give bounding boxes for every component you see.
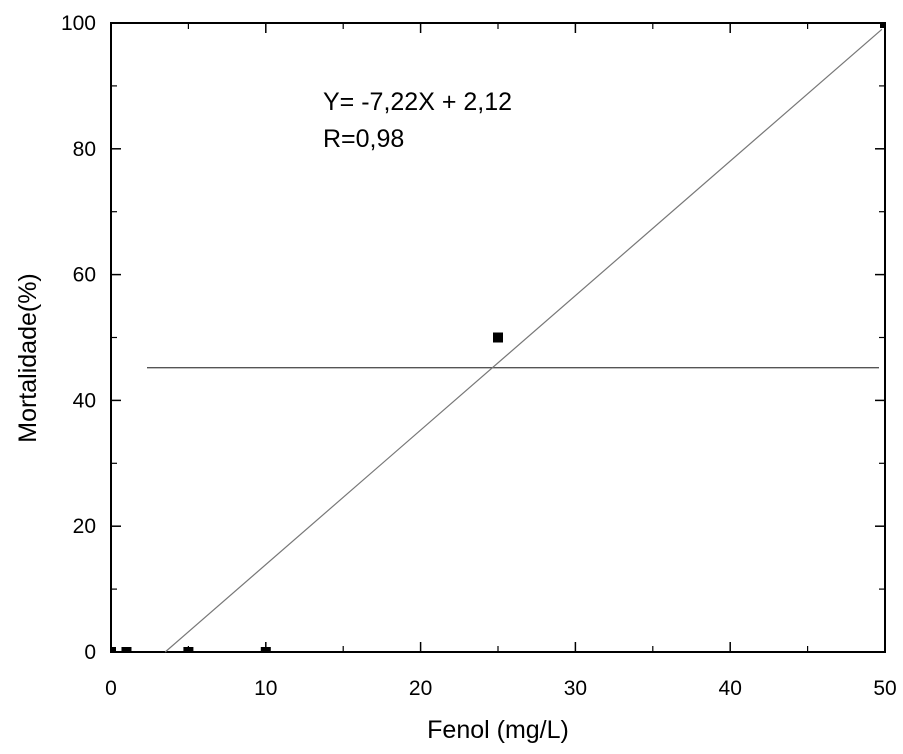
data-point [260,647,271,652]
x-tick-label: 0 [105,677,117,700]
data-point [493,332,503,343]
y-axis-label: Mortalidade(%) [14,273,42,443]
correlation-annotation: R=0,98 [323,125,404,153]
chart-points-layer [111,23,885,652]
chart-ticks-layer: 0 10 20 30 40 50 0 20 40 60 80 100 [61,12,897,700]
x-axis-label: Fenol (mg/L) [427,716,569,744]
y-tick-label: 60 [73,264,96,287]
data-point [880,23,885,28]
x-tick-label: 40 [719,677,742,700]
data-point [121,647,132,652]
y-tick-label: 80 [73,138,96,161]
y-tick-label: 20 [73,515,96,538]
y-tick-label: 0 [84,641,96,664]
regression-line [164,28,883,653]
equation-annotation: Y= -7,22X + 2,12 [323,88,512,116]
chart-lines-layer [147,28,883,653]
y-tick-label: 40 [73,389,96,412]
x-tick-label: 20 [409,677,432,700]
x-tick-label: 30 [564,677,587,700]
x-tick-label: 10 [254,677,277,700]
data-point [183,647,194,652]
y-tick-label: 100 [61,12,96,35]
data-point [111,647,116,652]
x-tick-label: 50 [873,677,896,700]
